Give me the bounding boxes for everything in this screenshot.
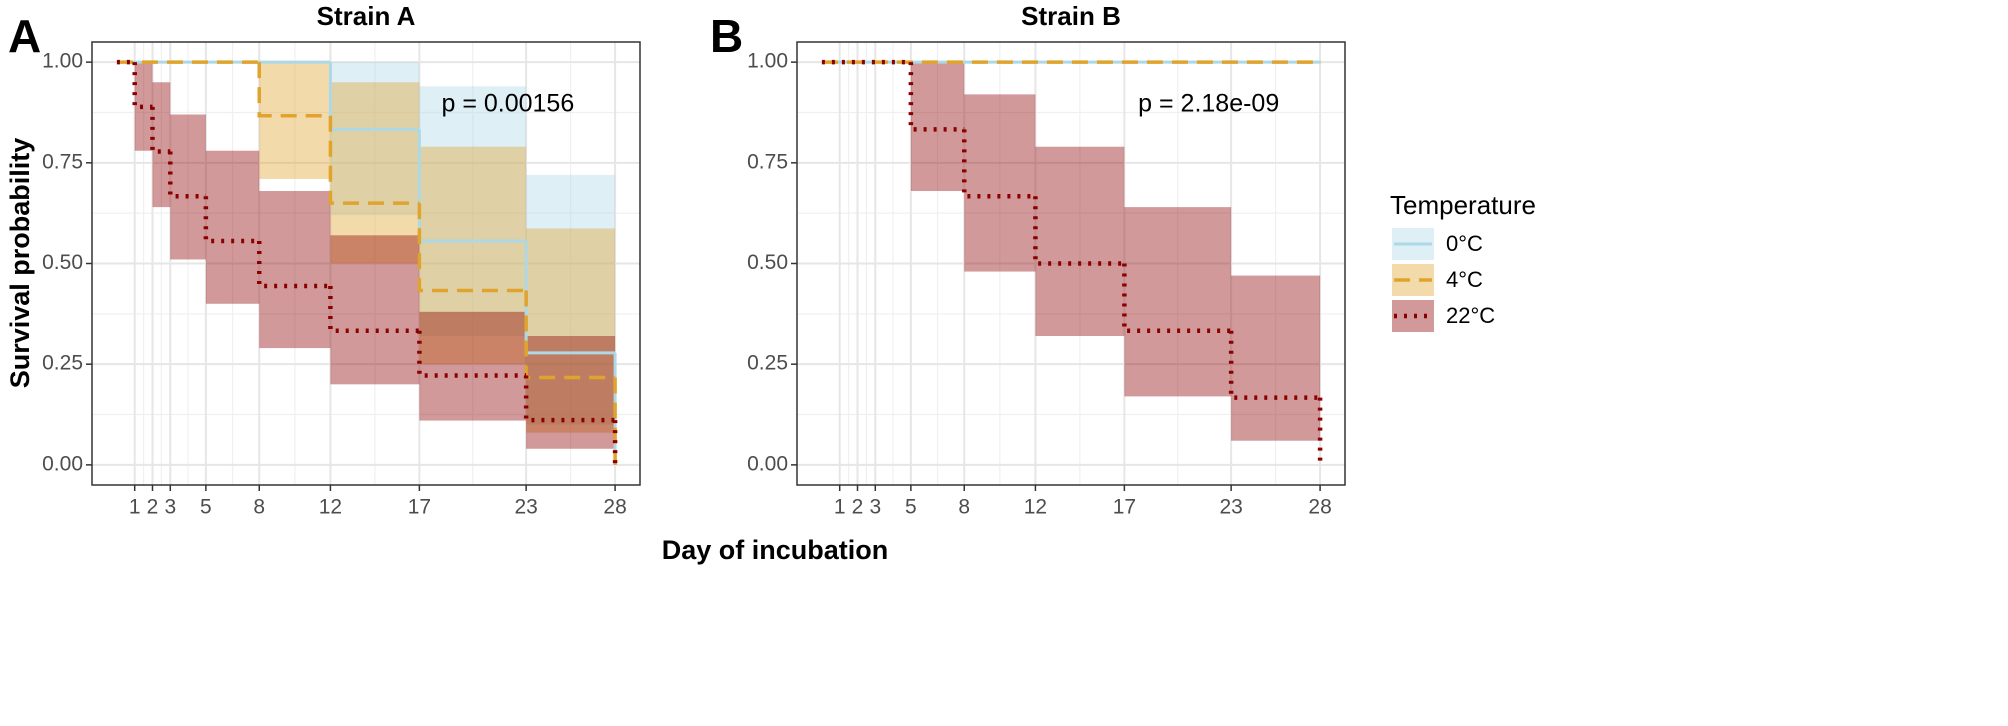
- p-value-annotation: p = 2.18e-09: [1138, 90, 1279, 118]
- x-tick-label: 3: [869, 496, 881, 519]
- survival-step: [1033, 196, 1125, 266]
- y-tick-label: 0.75: [42, 150, 83, 173]
- x-tick-label: 12: [319, 496, 342, 519]
- p-value-annotation: p = 0.00156: [441, 90, 574, 118]
- y-tick-label: 0.50: [747, 251, 788, 274]
- x-tick-label: 23: [514, 496, 537, 519]
- legend-label: 22°C: [1446, 303, 1495, 328]
- y-tick-label: 0.75: [747, 150, 788, 173]
- y-tick-label: 0.25: [42, 352, 83, 375]
- survival-step: [908, 62, 965, 132]
- confidence-band: [526, 335, 616, 449]
- y-tick-label: 1.00: [42, 50, 83, 73]
- y-tick-label: 0.25: [747, 352, 788, 375]
- y-tick-label: 0.00: [42, 452, 83, 475]
- confidence-band: [259, 191, 331, 349]
- survival-step: [203, 196, 260, 244]
- confidence-band: [330, 235, 420, 385]
- panel-label: A: [8, 10, 41, 62]
- x-tick-label: 12: [1024, 496, 1047, 519]
- confidence-band: [1124, 207, 1232, 397]
- confidence-band: [419, 86, 527, 336]
- x-tick-label: 23: [1219, 496, 1242, 519]
- confidence-band: [330, 82, 420, 264]
- confidence-band: [170, 114, 206, 260]
- x-tick-label: 3: [164, 496, 176, 519]
- x-tick-label: 8: [253, 496, 265, 519]
- survival-step: [1122, 263, 1232, 334]
- x-tick-label: 2: [852, 496, 864, 519]
- x-axis-label: Day of incubation: [662, 535, 889, 565]
- confidence-band: [134, 62, 153, 151]
- confidence-band: [259, 62, 331, 179]
- x-tick-label: 5: [200, 496, 212, 519]
- survival-step: [1228, 330, 1321, 400]
- confidence-band: [419, 146, 527, 365]
- confidence-band: [1231, 275, 1321, 441]
- survival-step: [417, 203, 527, 293]
- confidence-band: [964, 94, 1036, 272]
- x-tick-label: 2: [147, 496, 159, 519]
- x-tick-label: 17: [1113, 496, 1136, 519]
- legend-label: 0°C: [1446, 231, 1483, 256]
- x-tick-label: 28: [603, 496, 626, 519]
- survival-step: [328, 115, 420, 205]
- survival-step: [256, 240, 331, 289]
- panel-label: B: [710, 10, 743, 62]
- confidence-band: [205, 150, 260, 304]
- x-tick-label: 1: [129, 496, 141, 519]
- legend-title: Temperature: [1390, 190, 1536, 220]
- legend-key-fill: [1392, 300, 1434, 332]
- confidence-band: [419, 311, 527, 421]
- y-axis-label: Survival probability: [5, 138, 35, 389]
- x-tick-label: 17: [408, 496, 431, 519]
- confidence-band: [526, 174, 616, 425]
- panel-title: Strain A: [317, 1, 416, 31]
- y-tick-label: 0.50: [42, 251, 83, 274]
- confidence-band: [152, 82, 171, 208]
- legend-label: 4°C: [1446, 267, 1483, 292]
- survival-step: [961, 129, 1036, 199]
- confidence-band: [526, 228, 616, 433]
- y-tick-label: 1.00: [747, 50, 788, 73]
- survival-step: [257, 62, 331, 118]
- x-tick-label: 8: [958, 496, 970, 519]
- panel-border: [796, 41, 1346, 486]
- y-tick-label: 0.00: [747, 452, 788, 475]
- x-tick-label: 5: [905, 496, 917, 519]
- confidence-band: [330, 62, 420, 216]
- x-tick-label: 28: [1308, 496, 1331, 519]
- x-tick-label: 1: [834, 496, 846, 519]
- panel-border: [91, 41, 641, 486]
- confidence-band: [910, 62, 965, 192]
- panel-title: Strain B: [1021, 1, 1121, 31]
- confidence-band: [1035, 146, 1125, 336]
